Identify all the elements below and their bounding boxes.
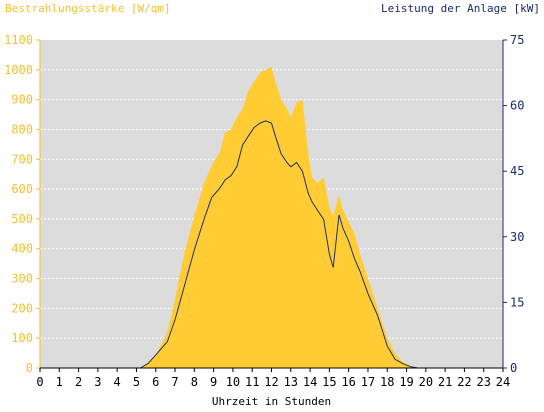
left-tick-label: 200 — [11, 301, 33, 315]
x-tick-label: 16 — [341, 375, 355, 389]
left-tick-label: 700 — [11, 152, 33, 166]
right-tick-label: 30 — [510, 230, 524, 244]
x-tick-label: 22 — [457, 375, 471, 389]
left-tick-label: 900 — [11, 93, 33, 107]
x-tick-label: 0 — [36, 375, 43, 389]
grid-lines — [40, 69, 503, 339]
x-tick-label: 14 — [303, 375, 317, 389]
left-tick-label: 800 — [11, 122, 33, 136]
right-axis-label: Leistung der Anlage [kW] — [381, 2, 540, 15]
x-tick-label: 15 — [322, 375, 336, 389]
x-tick-label: 5 — [133, 375, 140, 389]
left-axis-label: Bestrahlungsstärke [W/qm] — [5, 2, 171, 15]
x-tick-label: 20 — [419, 375, 433, 389]
x-tick-label: 11 — [245, 375, 259, 389]
x-tick-label: 13 — [284, 375, 298, 389]
x-tick-label: 19 — [399, 375, 413, 389]
x-tick-label: 9 — [210, 375, 217, 389]
x-tick-label: 23 — [476, 375, 490, 389]
left-tick-label: 1000 — [4, 63, 33, 77]
x-tick-label: 8 — [191, 375, 198, 389]
x-tick-label: 7 — [171, 375, 178, 389]
right-tick-label: 45 — [510, 164, 524, 178]
left-tick-label: 300 — [11, 272, 33, 286]
x-tick-label: 6 — [152, 375, 159, 389]
x-tick-label: 12 — [264, 375, 278, 389]
x-tick-label: 24 — [496, 375, 510, 389]
right-tick-label: 15 — [510, 295, 524, 309]
power-line — [40, 120, 503, 369]
left-tick-label: 1100 — [4, 33, 33, 47]
x-tick-label: 2 — [75, 375, 82, 389]
tick-labels: 0100200300400500600700800900100011000153… — [4, 33, 524, 389]
x-tick-label: 21 — [438, 375, 452, 389]
left-tick-label: 500 — [11, 212, 33, 226]
x-axis-label: Uhrzeit in Stunden — [212, 395, 331, 408]
left-tick-label: 0 — [26, 361, 33, 375]
left-tick-label: 400 — [11, 242, 33, 256]
left-tick-label: 100 — [11, 331, 33, 345]
x-tick-label: 17 — [361, 375, 375, 389]
right-tick-label: 75 — [510, 33, 524, 47]
x-tick-label: 18 — [380, 375, 394, 389]
x-tick-label: 3 — [94, 375, 101, 389]
right-tick-label: 60 — [510, 99, 524, 113]
left-tick-label: 600 — [11, 182, 33, 196]
x-tick-label: 1 — [56, 375, 63, 389]
irradiance-area — [40, 66, 503, 369]
right-tick-label: 0 — [510, 361, 517, 375]
x-tick-label: 4 — [114, 375, 121, 389]
x-tick-label: 10 — [226, 375, 240, 389]
